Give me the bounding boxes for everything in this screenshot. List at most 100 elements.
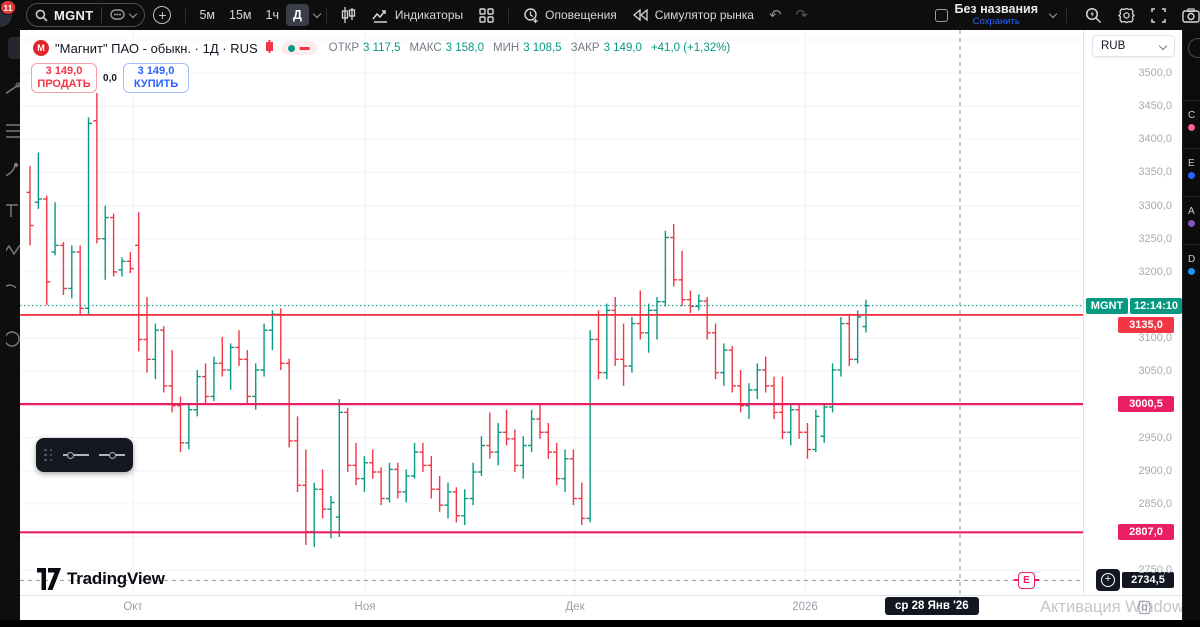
fullscreen-button[interactable] bbox=[1143, 3, 1174, 27]
bottom-gear-icon[interactable] bbox=[1136, 599, 1153, 616]
timeframe-1d-active[interactable]: Д bbox=[286, 4, 309, 26]
crosshair-price-label: 2734,5 bbox=[1122, 572, 1174, 589]
divider bbox=[1183, 196, 1200, 197]
watchlist-symbol-partial: A bbox=[1188, 206, 1195, 217]
drag-handle-icon[interactable] bbox=[44, 448, 53, 462]
buy-price: 3 149,0 bbox=[137, 65, 175, 78]
time-axis[interactable]: Окт Ноя Дек 2026 bbox=[20, 595, 1183, 620]
chart-pane[interactable]: M "Магнит" ПАО - обыкн. · 1Д · RUS ▬ ОТК… bbox=[20, 30, 1083, 595]
pattern-tool-icon[interactable] bbox=[6, 242, 20, 260]
symbol-title[interactable]: "Магнит" ПАО - обыкн. · 1Д · RUS bbox=[55, 40, 258, 56]
timeframe-chevron-icon[interactable] bbox=[312, 9, 322, 19]
measure-tool-icon[interactable] bbox=[6, 330, 20, 348]
low-value: 3 108,5 bbox=[523, 42, 562, 54]
layout-chevron-icon[interactable] bbox=[1048, 9, 1058, 19]
currency-label: RUB bbox=[1101, 40, 1126, 52]
price-tick: 3450,0 bbox=[1138, 100, 1172, 113]
save-button[interactable]: Сохранить bbox=[972, 15, 1020, 27]
layout-manager[interactable]: Без названия Сохранить bbox=[934, 2, 1058, 27]
snapshot-button[interactable] bbox=[1174, 3, 1200, 27]
top-toolbar: 11 MGNT + 5м 15м 1ч Д bbox=[0, 0, 1200, 30]
trendline-tool-icon[interactable] bbox=[6, 82, 20, 100]
drawing-toolbar[interactable] bbox=[0, 30, 20, 620]
earnings-marker[interactable]: E bbox=[1014, 571, 1039, 589]
currency-selector[interactable]: RUB bbox=[1092, 35, 1175, 57]
price-chart[interactable] bbox=[20, 30, 1083, 595]
taskbar bbox=[0, 620, 1200, 627]
timeframe-15m[interactable]: 15м bbox=[229, 8, 252, 22]
right-watchlist-strip[interactable]: C E A D bbox=[1182, 30, 1200, 620]
windows-activation-watermark: Активация Windows bbox=[1040, 598, 1193, 616]
price-tick: 3250,0 bbox=[1138, 232, 1172, 245]
brush-tool-icon[interactable] bbox=[6, 162, 20, 180]
symbol-search[interactable]: MGNT bbox=[26, 3, 146, 27]
chart-legend: M "Магнит" ПАО - обыкн. · 1Д · RUS ▬ ОТК… bbox=[33, 40, 730, 56]
price-tick: 2900,0 bbox=[1138, 464, 1172, 477]
indicators-button[interactable]: Индикаторы bbox=[364, 3, 471, 27]
tradingview-logo[interactable]: TradingView bbox=[37, 568, 165, 590]
replay-button[interactable]: Симулятор рынка bbox=[625, 3, 762, 27]
chart-style-button[interactable] bbox=[333, 3, 364, 27]
timeframe-1h[interactable]: 1ч bbox=[265, 8, 279, 22]
buy-label: КУПИТЬ bbox=[133, 78, 179, 90]
open-label: ОТКР bbox=[328, 42, 360, 54]
trade-buttons: 3 149,0 ПРОДАТЬ 0,0 3 149,0 КУПИТЬ bbox=[31, 63, 189, 93]
add-alert-plus-button[interactable]: + bbox=[1096, 569, 1120, 592]
high-value: 3 158,0 bbox=[445, 42, 485, 54]
redo-button[interactable]: ↷ bbox=[795, 7, 809, 24]
layout-grid-button[interactable] bbox=[471, 3, 502, 27]
sell-label: ПРОДАТЬ bbox=[37, 78, 91, 90]
text-tool-icon[interactable] bbox=[6, 202, 20, 220]
layout-grid-icon bbox=[479, 7, 494, 23]
divider bbox=[1183, 100, 1200, 101]
divider bbox=[1183, 244, 1200, 245]
tradingview-mark-icon bbox=[37, 568, 61, 590]
crosshair-tool-icon[interactable] bbox=[8, 37, 20, 59]
quick-search-button[interactable] bbox=[1077, 3, 1110, 27]
layout-name[interactable]: Без названия bbox=[954, 2, 1039, 17]
gear-icon bbox=[1118, 7, 1135, 24]
price-axis[interactable]: RUB MGNT 12:14:10 3135,0 3000,5 2807,0 +… bbox=[1083, 30, 1182, 595]
notification-badge[interactable]: 11 bbox=[0, 0, 16, 15]
candlestick-style-icon bbox=[341, 7, 356, 23]
line-price-label-3000: 3000,5 bbox=[1118, 396, 1174, 413]
settings-lines-icon[interactable]: ▬ bbox=[299, 42, 310, 53]
undo-button[interactable]: ↶ bbox=[768, 7, 782, 24]
rewind-icon bbox=[632, 9, 649, 21]
symbol-badge-icon[interactable] bbox=[110, 8, 126, 22]
alarm-clock-icon bbox=[523, 7, 539, 23]
low-label: МИН bbox=[493, 42, 520, 54]
line-price-label-2807: 2807,0 bbox=[1118, 524, 1174, 541]
price-tick: 3350,0 bbox=[1138, 166, 1172, 179]
fib-tool-icon[interactable] bbox=[6, 122, 20, 140]
timeframe-5m[interactable]: 5м bbox=[199, 8, 216, 22]
indicators-label: Индикаторы bbox=[394, 8, 464, 22]
prediction-tool-icon[interactable] bbox=[6, 282, 20, 300]
time-tick: Окт bbox=[123, 601, 143, 613]
horizontal-line-tool-icon[interactable] bbox=[62, 448, 89, 462]
divider bbox=[1183, 148, 1200, 149]
camera-icon bbox=[1182, 7, 1200, 23]
watchlist-button-partial[interactable] bbox=[1188, 38, 1200, 58]
settings-button[interactable] bbox=[1110, 3, 1143, 27]
sell-button[interactable]: 3 149,0 ПРОДАТЬ bbox=[31, 63, 97, 93]
sell-price: 3 149,0 bbox=[45, 65, 83, 78]
currency-chevron-icon bbox=[1158, 41, 1168, 51]
crosshair-date-label: ср 28 Янв '26 bbox=[885, 597, 979, 615]
time-tick: 2026 bbox=[792, 601, 818, 613]
buy-button[interactable]: 3 149,0 КУПИТЬ bbox=[123, 63, 189, 93]
change-value: +41,0 (+1,32%) bbox=[650, 42, 731, 54]
eye-dot-icon[interactable] bbox=[287, 44, 295, 52]
visibility-toggle[interactable]: ▬ bbox=[280, 41, 317, 55]
fullscreen-icon bbox=[1151, 7, 1166, 23]
alerts-button[interactable]: Оповещения bbox=[515, 3, 625, 27]
price-tick: 2950,0 bbox=[1138, 431, 1172, 444]
market-status-dot bbox=[1188, 172, 1195, 179]
horizontal-ray-tool-icon[interactable] bbox=[98, 448, 125, 462]
magnit-logo: M bbox=[33, 40, 49, 56]
layout-checkbox-icon[interactable] bbox=[934, 8, 948, 22]
compare-add-button[interactable]: + bbox=[153, 6, 172, 24]
floating-line-toolbar[interactable] bbox=[36, 438, 133, 472]
price-tick: 2750,0 bbox=[1138, 564, 1172, 577]
